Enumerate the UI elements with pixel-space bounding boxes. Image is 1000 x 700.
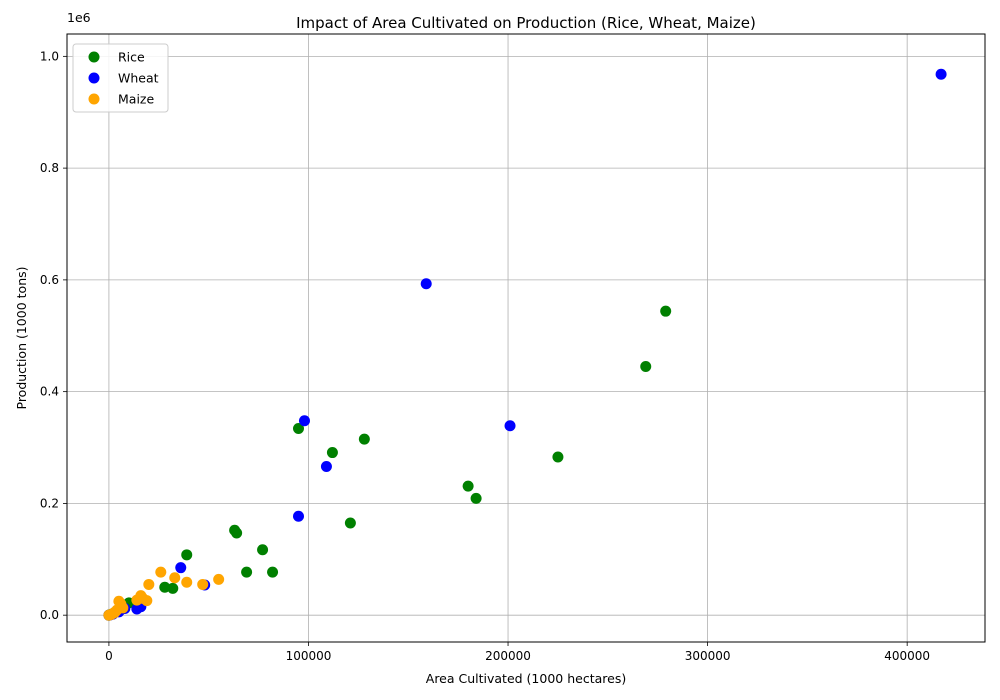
x-tick-label: 100000: [286, 649, 332, 663]
x-tick-label: 0: [105, 649, 113, 663]
rice-point: [257, 544, 269, 556]
rice-point: [552, 451, 564, 463]
maize-point: [213, 573, 225, 585]
y-tick-label: 0.6: [40, 273, 59, 287]
maize-point: [103, 609, 115, 621]
y-tick-label: 0.2: [40, 496, 59, 510]
rice-point: [470, 492, 482, 504]
maize-point: [143, 578, 155, 590]
wheat-point: [935, 68, 947, 80]
y-tick-label: 1.0: [40, 49, 59, 63]
wheat-point: [420, 278, 432, 290]
wheat-point: [298, 415, 310, 427]
x-tick-label: 400000: [884, 649, 930, 663]
grid-lines: [67, 34, 985, 642]
chart-title: Impact of Area Cultivated on Production …: [296, 14, 756, 32]
rice-point: [267, 566, 279, 578]
rice-point: [241, 566, 253, 578]
wheat-point: [175, 562, 187, 574]
legend-marker-wheat: [88, 72, 100, 84]
rice-point: [326, 447, 338, 459]
y-tick-label: 0.8: [40, 161, 59, 175]
rice-point: [640, 361, 652, 372]
x-tick-label: 200000: [485, 649, 531, 663]
rice-point: [159, 581, 171, 593]
maize-point: [137, 592, 149, 604]
y-axis-label: Production (1000 tons): [14, 267, 29, 410]
legend-label-rice: Rice: [118, 50, 145, 65]
data-points: [103, 68, 947, 621]
legend: Rice Wheat Maize: [72, 43, 169, 113]
y-tick-label: 0.4: [40, 385, 59, 399]
x-tick-label: 300000: [685, 649, 731, 663]
rice-point: [462, 480, 474, 492]
rice-point: [229, 524, 241, 536]
legend-marker-maize: [88, 93, 100, 105]
legend-label-maize: Maize: [118, 92, 154, 107]
y-tick-label: 0.0: [40, 608, 59, 622]
plot-frame: [66, 33, 986, 643]
series-maize: [103, 566, 225, 621]
legend-label-wheat: Wheat: [118, 71, 159, 86]
legend-marker-rice: [88, 51, 100, 63]
wheat-point: [504, 420, 516, 432]
maize-point: [181, 576, 193, 588]
y-axis-ticks: 0.0 0.2 0.4 0.6 0.8 1.0: [40, 49, 67, 622]
wheat-point: [320, 461, 332, 473]
rice-point: [292, 423, 304, 435]
rice-point: [358, 433, 370, 445]
wheat-point: [292, 510, 304, 522]
rice-point: [344, 517, 356, 529]
x-axis-ticks: 0 100000 200000 300000 400000: [105, 642, 930, 663]
maize-point: [155, 566, 167, 578]
y-axis-offset-label: 1e6: [67, 10, 91, 25]
rice-point: [660, 305, 672, 317]
rice-point: [181, 549, 193, 561]
maize-point: [197, 578, 209, 590]
x-axis-label: Area Cultivated (1000 hectares): [426, 671, 626, 686]
maize-point: [169, 572, 181, 584]
